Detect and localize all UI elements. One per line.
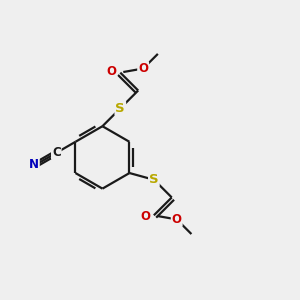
Text: N: N <box>29 158 39 171</box>
Text: O: O <box>138 62 148 75</box>
Text: S: S <box>149 173 159 186</box>
Text: S: S <box>116 102 125 115</box>
Text: O: O <box>172 213 182 226</box>
Text: O: O <box>106 64 116 78</box>
Text: O: O <box>140 210 150 223</box>
Text: C: C <box>52 146 61 159</box>
